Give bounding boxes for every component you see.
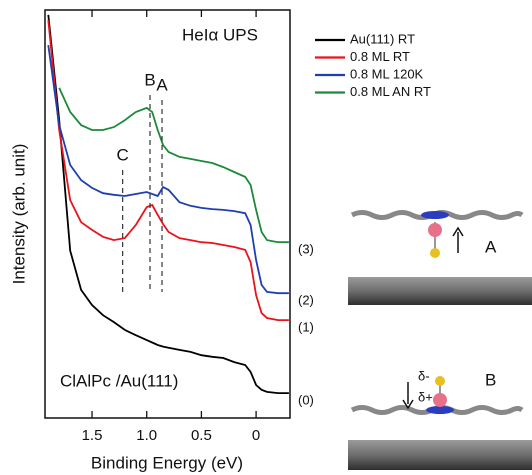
metal-center [426, 406, 454, 414]
arrow-head [452, 226, 464, 237]
metal-center [421, 211, 449, 219]
legend-label: 0.8 ML 120K [350, 66, 424, 81]
arrow-head [402, 399, 414, 410]
chart-title: HeIα UPS [182, 25, 258, 44]
plot-frame [44, 9, 291, 419]
legend-label: 0.8 ML AN RT [350, 84, 431, 99]
sample-label: ClAlPc /Au(111) [60, 371, 178, 390]
x-tick-label: 1.5 [82, 427, 103, 444]
y-axis-label: Intensity (arb. unit) [9, 144, 28, 285]
series-line [47, 20, 289, 321]
schematic-label: B [485, 370, 496, 389]
curve-label: (1) [298, 320, 314, 335]
x-tick-label: 0 [252, 427, 260, 444]
schematic-a: A [348, 210, 532, 305]
charge-label: δ+ [418, 389, 433, 404]
substrate [348, 440, 532, 470]
cl-atom [430, 248, 440, 258]
series-line [47, 44, 289, 295]
legend-label: Au(111) RT [350, 31, 415, 46]
charge-label: δ- [418, 368, 430, 383]
series-line [58, 87, 289, 244]
schematic-label: A [485, 237, 497, 256]
x-tick-label: 1.0 [136, 427, 157, 444]
schematic-b: δ- δ+ B [348, 368, 532, 470]
series-line [47, 14, 289, 394]
curve-label: (2) [298, 293, 314, 308]
x-tick-label: 0.5 [191, 427, 212, 444]
peak-label: B [144, 70, 155, 89]
al-atom [428, 223, 442, 237]
curve-label: (3) [298, 242, 314, 257]
substrate [348, 277, 532, 305]
peak-label: A [156, 75, 168, 94]
x-axis-label: Binding Energy (eV) [91, 453, 243, 472]
cl-atom [435, 376, 445, 386]
al-atom [433, 393, 447, 407]
peak-label: C [117, 145, 129, 164]
legend-label: 0.8 ML RT [350, 49, 410, 64]
curve-label: (0) [298, 393, 314, 408]
